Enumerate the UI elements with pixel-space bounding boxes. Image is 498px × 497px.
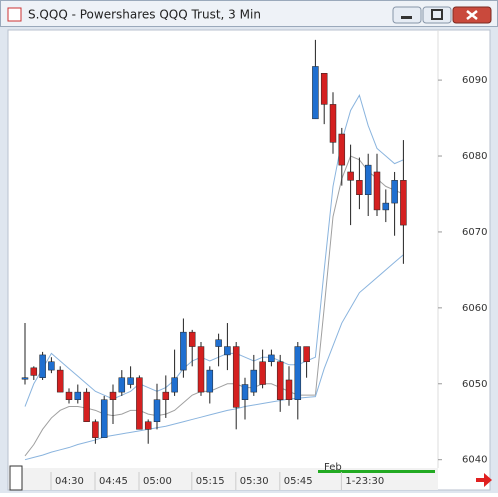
candle-body (83, 391, 90, 422)
candle-body (312, 66, 319, 120)
candle-body (259, 361, 266, 385)
x-tick-label: 04:30 (55, 476, 84, 487)
candle-body (364, 164, 372, 195)
window-title: S.QQQ - Powershares QQQ Trust, 3 Min (28, 8, 261, 22)
candle-body (373, 171, 381, 211)
x-tick-label: 05:15 (196, 476, 225, 487)
scroll-box[interactable] (9, 465, 23, 491)
candle-body (65, 391, 73, 400)
app-icon (7, 7, 22, 22)
candle-body (92, 421, 99, 438)
candle-body (197, 346, 205, 393)
x-tick-label: 04:45 (99, 476, 128, 487)
minimize-icon (401, 16, 412, 19)
candle-body (400, 180, 407, 226)
candle-body (338, 133, 346, 166)
candle-body (171, 377, 178, 393)
candle-body (74, 391, 82, 400)
band-line (24, 254, 404, 461)
candle-body (294, 346, 302, 400)
candle-body (127, 377, 134, 385)
candle-body (303, 346, 310, 363)
candle-body (21, 377, 29, 380)
maximize-button[interactable] (422, 6, 452, 24)
annotation: Feb (324, 462, 342, 473)
minimize-button[interactable] (392, 6, 422, 24)
x-tick-label: 05:45 (284, 476, 313, 487)
scroll-indicator (318, 470, 435, 473)
scroll-right-arrow[interactable] (476, 473, 492, 487)
candle-body (56, 369, 64, 393)
candle-body (320, 73, 328, 105)
y-tick-label: 6090 (462, 75, 487, 86)
candle-body (241, 384, 249, 400)
candle-body (276, 361, 284, 400)
time-axis-strip (10, 468, 438, 490)
y-tick-label: 6070 (462, 227, 487, 238)
candle-body (232, 346, 240, 408)
candle-body (329, 104, 337, 143)
candle-body (188, 331, 196, 347)
candle-body (382, 202, 390, 211)
candle-body (250, 369, 258, 393)
candle-body (48, 361, 55, 371)
x-tick-label: 05:00 (143, 476, 172, 487)
candle-body (118, 377, 126, 393)
y-tick-label: 6040 (462, 455, 487, 466)
candle-body (39, 354, 46, 378)
candle-body (100, 399, 108, 438)
candle-body (206, 369, 214, 393)
chart-frame (7, 29, 491, 491)
candle-body (347, 171, 354, 181)
candle-body (215, 339, 222, 347)
candle-body (109, 391, 117, 400)
y-tick-label: 6080 (462, 151, 487, 162)
candle-body (391, 180, 398, 204)
candle-body (356, 180, 363, 195)
maximize-icon (431, 9, 443, 20)
candle-body (144, 421, 152, 430)
x-tick-label: 1-23:30 (345, 476, 384, 487)
candle-body (153, 399, 161, 422)
candle-body (136, 377, 143, 430)
candle-body (285, 379, 293, 400)
y-tick-label: 6050 (462, 379, 487, 390)
x-tick-label: 05:30 (240, 476, 269, 487)
candle-body (162, 391, 170, 400)
candle-body (30, 367, 38, 376)
close-icon (466, 10, 478, 20)
candle-body (268, 354, 275, 363)
y-tick-label: 6060 (462, 303, 487, 314)
candle-body (224, 346, 231, 356)
candle-body (180, 331, 187, 371)
